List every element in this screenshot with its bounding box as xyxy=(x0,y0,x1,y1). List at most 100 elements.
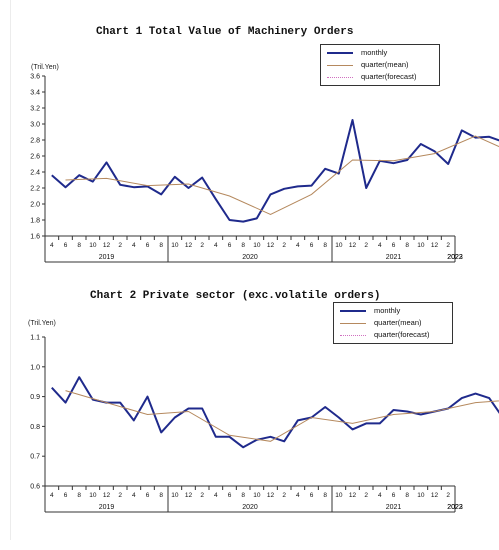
chart1-legend: monthly quarter(mean) quarter(forecast) xyxy=(320,44,440,86)
chart2-legend-monthly: monthly xyxy=(340,305,450,317)
chart2-title: Chart 2 Private sector (exc.volatile ord… xyxy=(90,290,381,302)
chart1-x-tick-label: 8 xyxy=(241,242,245,249)
chart1-x-tick-label: 8 xyxy=(159,242,163,249)
chart2-x-tick-label: 2 xyxy=(446,492,450,499)
chart2-legend-mean-swatch xyxy=(340,323,366,324)
chart2-x-tick-label: 10 xyxy=(253,492,261,499)
chart2-x-tick-label: 10 xyxy=(335,492,343,499)
chart1-x-tick-label: 10 xyxy=(171,242,179,249)
chart1-legend-monthly: monthly xyxy=(327,47,437,59)
chart1-x-tick-label: 10 xyxy=(253,242,261,249)
chart2-x-tick-label: 6 xyxy=(64,492,68,499)
chart1-y-tick-label: 2.8 xyxy=(30,138,40,145)
chart1-x-tick-label: 6 xyxy=(310,242,314,249)
chart2-x-tick-label: 8 xyxy=(323,492,327,499)
chart1-x-tick-label: 6 xyxy=(228,242,232,249)
chart1-x-tick-label: 4 xyxy=(214,242,218,249)
chart1-y-tick-label: 3.4 xyxy=(30,90,40,97)
chart1-title: Chart 1 Total Value of Machinery Orders xyxy=(96,26,354,38)
chart2-x-tick-label: 8 xyxy=(405,492,409,499)
chart2-x-tick-label: 8 xyxy=(159,492,163,499)
chart1-x-tick-label: 2 xyxy=(446,242,450,249)
chart1-x-tick-label: 10 xyxy=(89,242,97,249)
chart1-x-tick-label: 4 xyxy=(378,242,382,249)
chart2-legend-forecast: quarter(forecast) xyxy=(340,329,450,341)
chart1-x-tick-label: 10 xyxy=(417,242,425,249)
chart1-y-tick-label: 3.2 xyxy=(30,106,40,113)
chart2-y-tick-label: 0.9 xyxy=(30,394,40,401)
chart2-x-tick-label: 6 xyxy=(228,492,232,499)
chart2-series-monthly xyxy=(51,376,499,449)
chart2-legend-forecast-label: quarter(forecast) xyxy=(374,330,430,339)
chart2-x-tick-label: 6 xyxy=(392,492,396,499)
chart2-year-label: 2023 xyxy=(447,504,463,511)
chart2-x-tick-label: 12 xyxy=(185,492,193,499)
chart1-legend-forecast-swatch xyxy=(327,77,353,78)
chart1-x-tick-label: 8 xyxy=(77,242,81,249)
chart2-unit-label: (Tril.Yen) xyxy=(28,320,56,327)
chart2-x-tick-label: 4 xyxy=(296,492,300,499)
chart1-y-tick-label: 1.8 xyxy=(30,218,40,225)
chart1-y-tick-label: 2.4 xyxy=(30,170,40,177)
chart1-legend-forecast: quarter(forecast) xyxy=(327,71,437,83)
chart1-x-tick-label: 12 xyxy=(267,242,275,249)
chart1-year-label: 2022 xyxy=(447,254,463,261)
chart2-x-tick-label: 8 xyxy=(77,492,81,499)
chart2-legend-mean: quarter(mean) xyxy=(340,317,450,329)
chart2-year-label: 2020 xyxy=(242,504,258,511)
chart2-x-tick-label: 6 xyxy=(310,492,314,499)
chart2-x-tick-label: 12 xyxy=(431,492,439,499)
chart1-year-label: 2019 xyxy=(99,254,115,261)
chart1-legend-forecast-label: quarter(forecast) xyxy=(361,72,417,81)
chart1-unit-label: (Tril.Yen) xyxy=(31,64,59,71)
chart1-y-tick-label: 2.0 xyxy=(30,202,40,209)
chart1-plot: 1.6 1.8 2.0 2.2 2.4 2.6 2.8 3.0 3.2 3.4 3.6 4 6 8 10 12… xyxy=(30,74,499,263)
chart1-x-tick-label: 10 xyxy=(335,242,343,249)
chart1-y-tick-label: 2.2 xyxy=(30,186,40,193)
chart1-legend-mean: quarter(mean) xyxy=(327,59,437,71)
chart1-x-tick-label: 4 xyxy=(132,242,136,249)
chart2-plot: 0.6 0.7 0.8 0.9 1.0 1.1 4 6 8 10 12 2 4 6 8 10 12 2 4 6 8 10 1… xyxy=(30,335,499,513)
chart2-series-quarter-mean xyxy=(65,390,499,442)
chart2-year-label: 2021 xyxy=(386,504,402,511)
chart1-year-label: 2023 xyxy=(447,254,463,261)
chart1-x-tick-label: 2 xyxy=(200,242,204,249)
chart2-x-tick-label: 12 xyxy=(103,492,111,499)
chart1-x-tick-label: 2 xyxy=(364,242,368,249)
chart1-year-label: 2021 xyxy=(386,254,402,261)
chart1-legend-monthly-swatch xyxy=(327,52,353,54)
chart2-y-tick-label: 0.8 xyxy=(30,424,40,431)
chart1-x-tick-label: 12 xyxy=(431,242,439,249)
chart2-year-label: 2019 xyxy=(99,504,115,511)
chart2-x-tick-label: 2 xyxy=(364,492,368,499)
chart2-x-tick-label: 12 xyxy=(349,492,357,499)
chart2-year-label: 2022 xyxy=(447,504,463,511)
chart1-legend-mean-swatch xyxy=(327,65,353,66)
chart2-legend-monthly-swatch xyxy=(340,310,366,312)
chart2-x-tick-label: 10 xyxy=(89,492,97,499)
page-edge-line xyxy=(10,0,11,540)
chart2-y-tick-label: 0.7 xyxy=(30,454,40,461)
chart1-x-tick-label: 12 xyxy=(103,242,111,249)
chart2-legend: monthly quarter(mean) quarter(forecast) xyxy=(333,302,453,344)
chart2-y-tick-label: 0.6 xyxy=(30,484,40,491)
chart1-x-tick-label: 4 xyxy=(296,242,300,249)
chart2-legend-forecast-swatch xyxy=(340,335,366,336)
chart2-x-tick-label: 4 xyxy=(378,492,382,499)
chart2-x-tick-label: 2 xyxy=(282,492,286,499)
chart1-y-tick-label: 3.0 xyxy=(30,122,40,129)
chart2-x-tick-label: 2 xyxy=(118,492,122,499)
chart1-x-tick-label: 6 xyxy=(146,242,150,249)
chart2-x-tick-label: 4 xyxy=(132,492,136,499)
chart1-legend-mean-label: quarter(mean) xyxy=(361,60,409,69)
chart1-x-tick-label: 12 xyxy=(349,242,357,249)
chart2-y-tick-label: 1.0 xyxy=(30,364,40,371)
chart2-y-tick-label: 1.1 xyxy=(30,335,40,342)
chart2-legend-mean-label: quarter(mean) xyxy=(374,318,422,327)
chart2-x-tick-label: 4 xyxy=(214,492,218,499)
chart2-legend-monthly-label: monthly xyxy=(374,306,401,315)
chart1-x-tick-label: 4 xyxy=(50,242,54,249)
chart1-x-tick-label: 2 xyxy=(282,242,286,249)
chart1-legend-monthly-label: monthly xyxy=(361,48,388,57)
